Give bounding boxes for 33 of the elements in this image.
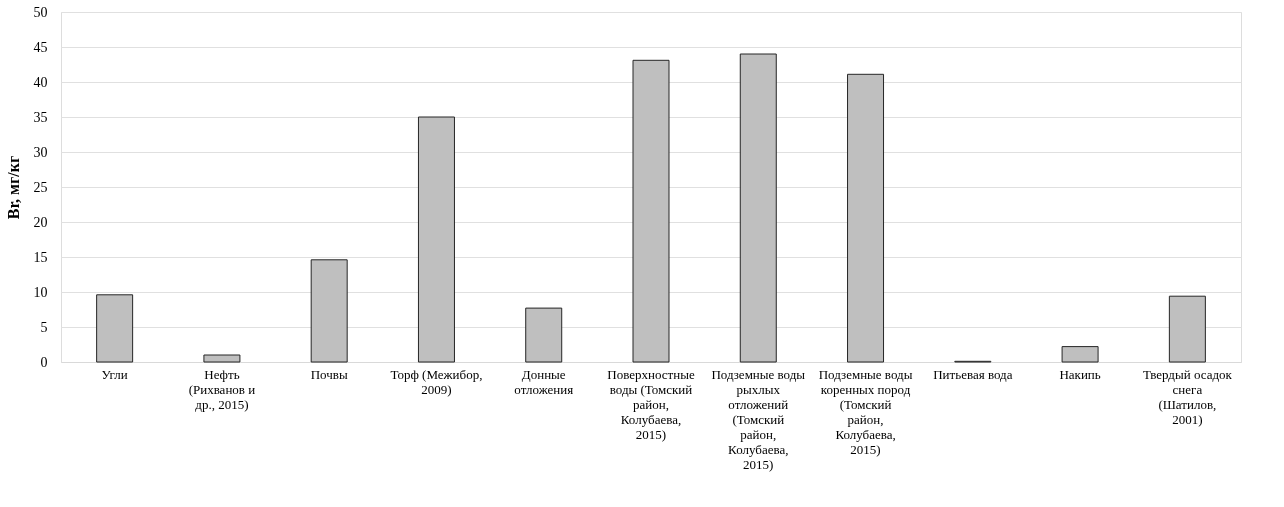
x-tick-label: Питьевая вода — [933, 366, 1013, 382]
y-tick-label: 40 — [33, 74, 48, 90]
x-tick-label: Торф (Межибор, 2009) — [390, 366, 483, 397]
x-tick-label: Донные отложения — [514, 366, 574, 397]
x-tick-label: Почвы — [310, 366, 348, 382]
x-tick-label: Поверхностные воды (Томский район, Колубаева, 2015) — [607, 366, 695, 442]
y-tick-label: 45 — [33, 39, 48, 55]
bar — [417, 116, 455, 363]
y-tick-label: 10 — [33, 284, 48, 300]
y-axis-title: Br, мг/кг — [4, 155, 22, 220]
x-tick-label: Угли — [101, 366, 128, 382]
x-tick-label: Твердый осадок снега (Шатилов, 2001) — [1142, 366, 1233, 427]
y-tick-label: 25 — [33, 179, 48, 195]
y-tick-label: 15 — [33, 249, 48, 265]
y-tick-label: 50 — [33, 4, 48, 20]
bar — [525, 307, 563, 363]
x-tick-label: Нефть (Рихванов и др., 2015) — [188, 366, 256, 412]
y-tick-label: 5 — [40, 319, 48, 335]
x-tick-label: Подземные воды рыхлых отложений (Томский район, Колубаева, 2015) — [711, 366, 806, 472]
y-tick-label: 0 — [40, 354, 48, 370]
bar — [96, 294, 134, 363]
bar — [739, 53, 777, 363]
y-tick-label: 30 — [33, 144, 48, 160]
bar — [310, 259, 348, 363]
bar — [1061, 346, 1099, 363]
bar — [1168, 295, 1206, 363]
x-tick-label: Накипь — [1059, 366, 1101, 382]
bar — [847, 73, 885, 363]
y-tick-label: 20 — [33, 214, 48, 230]
bar — [632, 59, 670, 363]
x-tick-label: Подземные воды коренных пород (Томский район, Колубаева, 2015) — [818, 366, 913, 457]
bar — [203, 354, 241, 363]
y-tick-label: 35 — [33, 109, 48, 125]
